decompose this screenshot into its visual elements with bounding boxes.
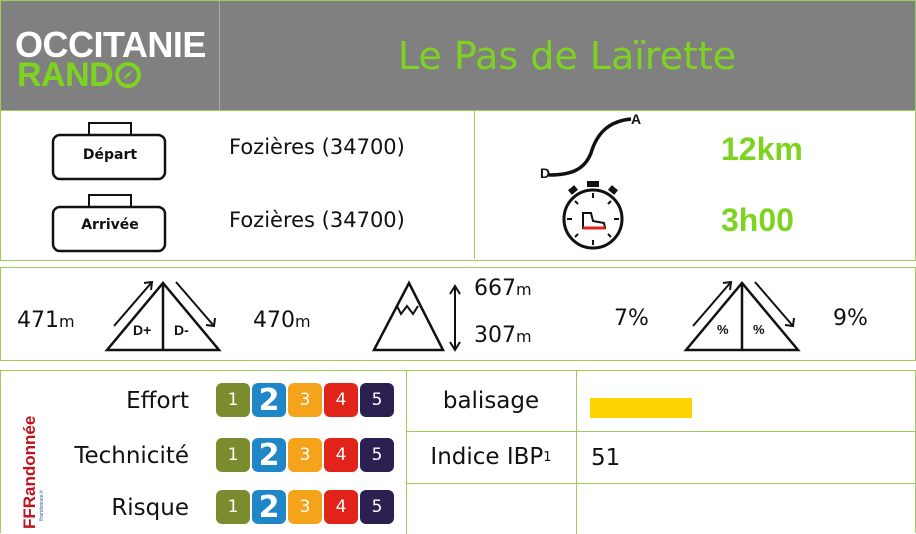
ibp-footnote-mark: 1: [543, 449, 552, 465]
elevation-min-value: 307: [474, 323, 516, 348]
rating-level-1: 1: [216, 490, 250, 524]
svg-text:ffrandonnee.fr: ffrandonnee.fr: [39, 490, 45, 521]
header: OCCITANIE RAND Le Pas de Laïrette: [0, 0, 916, 111]
rating-level-1: 1: [216, 383, 250, 417]
ratings-section: FFRandonnée ffrandonnee.fr Effort 1 2 3 4 5 Te…: [0, 370, 916, 534]
elevation-loss: 470m: [253, 308, 311, 333]
rating-level-1: 1: [216, 438, 250, 472]
depart-place: Fozières (34700): [229, 135, 405, 159]
profile-start-letter: D: [540, 165, 551, 181]
slope-icon-label-up: %: [717, 322, 729, 337]
logo-line2-text: RAND: [17, 56, 114, 94]
rating-level-5: 5: [360, 490, 394, 524]
slope-icon-label-down: %: [753, 322, 765, 337]
slope-icon: [683, 280, 801, 352]
elevation-min: 307m: [474, 323, 532, 348]
elevation-section: 471m D+ D- 470m 667m 307m 7% % % 9%: [0, 267, 916, 361]
balisage-color-swatch: [590, 398, 692, 418]
depart-sign-icon: [51, 122, 167, 181]
divider: [406, 371, 407, 534]
svg-text:FFRandonnée: FFRandonnée: [20, 416, 39, 529]
depart-label: Départ: [82, 147, 138, 163]
balisage-label: balisage: [442, 388, 540, 414]
mountain-icon: [371, 280, 461, 352]
elevation-loss-value: 470: [253, 308, 295, 333]
route-profile-icon: [548, 117, 632, 177]
rating-level-4: 4: [324, 383, 358, 417]
logo-compass-icon: [115, 62, 142, 88]
rating-level-2: 2: [252, 383, 286, 418]
divider: [474, 111, 475, 259]
duration-value: 3h00: [721, 202, 794, 238]
ibp-label-text: Indice IBP: [430, 444, 544, 470]
page-title: Le Pas de Laïrette: [397, 33, 737, 78]
distance-value: 12km: [721, 131, 803, 167]
slope-down-value: 9%: [833, 306, 868, 331]
logo-line1: OCCITANIE: [15, 24, 206, 65]
rating-label: Risque: [111, 495, 189, 521]
rating-level-2: 2: [252, 438, 286, 473]
rating-level-5: 5: [360, 438, 394, 472]
rating-level-5: 5: [360, 383, 394, 417]
slope-up-value: 7%: [614, 306, 649, 331]
rating-level-3: 3: [288, 438, 322, 472]
profile-end-letter: A: [631, 111, 642, 127]
ibp-value: 51: [591, 445, 621, 471]
elevation-gain-loss-icon: [104, 280, 222, 352]
arrivee-sign-icon: [51, 194, 167, 253]
loss-icon-label: D-: [174, 322, 189, 338]
gain-icon-label: D+: [133, 322, 152, 338]
rating-level-3: 3: [288, 490, 322, 524]
elevation-max: 667m: [474, 276, 532, 301]
arrivee-label: Arrivée: [81, 217, 139, 233]
divider: [406, 431, 916, 432]
elevation-gain: 471m: [17, 308, 75, 333]
rating-label: Technicité: [74, 443, 189, 469]
elevation-min-unit: m: [516, 327, 532, 346]
elevation-gain-value: 471: [17, 308, 59, 333]
stopwatch-icon: [562, 181, 624, 250]
elevation-gain-unit: m: [59, 312, 75, 331]
ffrandonnee-logo: FFRandonnée ffrandonnee.fr: [20, 416, 45, 529]
divider: [406, 483, 916, 484]
rating-level-3: 3: [288, 383, 322, 417]
ibp-label: Indice IBP 1: [406, 431, 576, 483]
logo-line2: RAND: [17, 56, 142, 95]
rating-level-4: 4: [324, 490, 358, 524]
arrivee-place: Fozières (34700): [229, 208, 405, 232]
rating-label: Effort: [126, 388, 189, 414]
elevation-loss-unit: m: [295, 312, 311, 331]
divider: [576, 371, 577, 534]
rating-level-2: 2: [252, 490, 286, 525]
elevation-max-unit: m: [516, 280, 532, 299]
route-section: Départ Fozières (34700) Arrivée Fozières…: [0, 111, 916, 261]
logo: OCCITANIE RAND: [1, 1, 220, 110]
rating-level-4: 4: [324, 438, 358, 472]
elevation-max-value: 667: [474, 276, 516, 301]
